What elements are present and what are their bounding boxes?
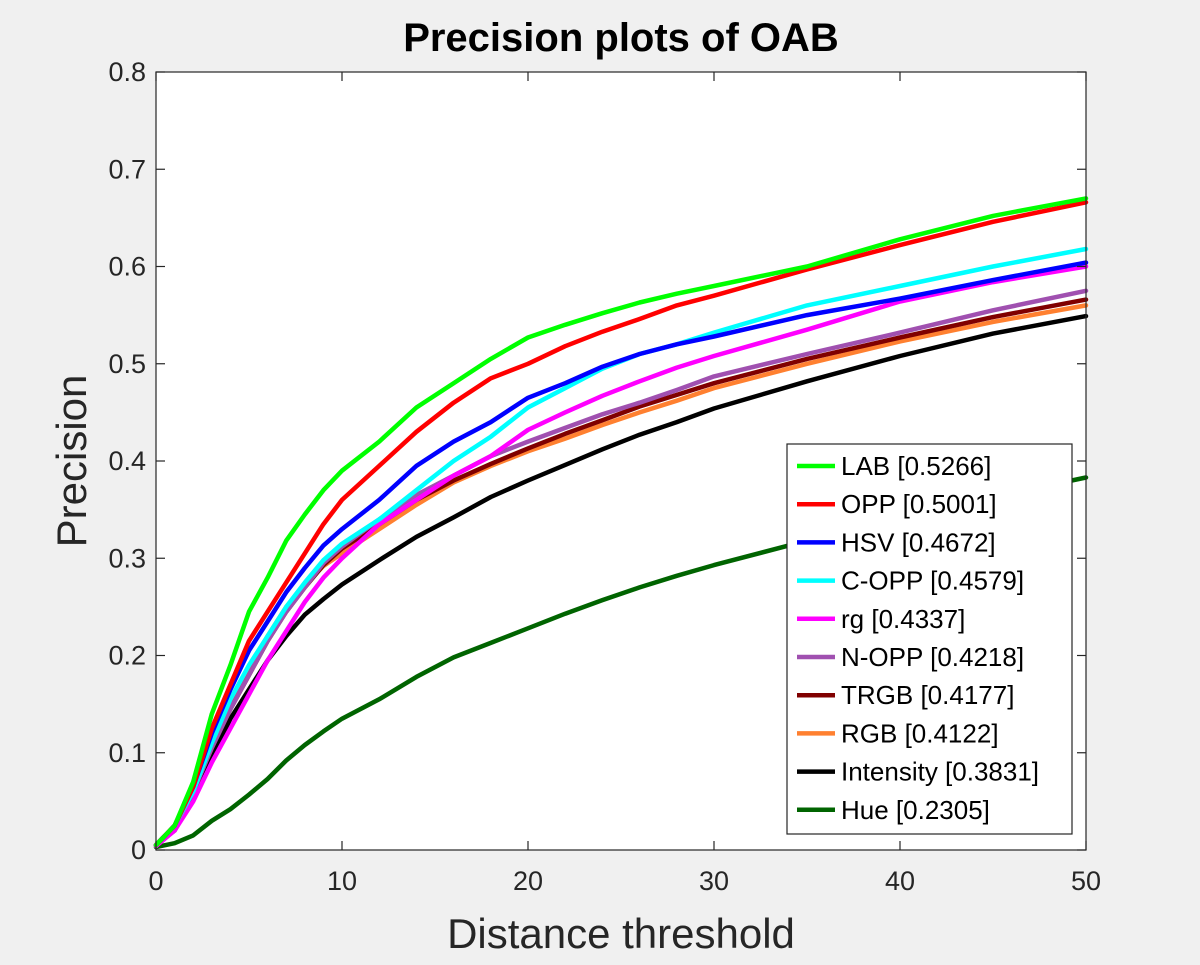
- legend-label: C-OPP [0.4579]: [841, 566, 1024, 596]
- axis-ticks: 0 10 20 30 40 50 0 0.1 0.2 0.3 0.4 0.5 0.6 0.7 0.8: [108, 57, 1101, 896]
- legend-label: TRGB [0.4177]: [841, 680, 1014, 710]
- chart-title: Precision plots of OAB: [403, 16, 839, 60]
- x-axis-title: Distance threshold: [447, 910, 795, 957]
- series-line-1: [153, 200, 1089, 848]
- legend-label: N-OPP [0.4218]: [841, 642, 1024, 672]
- y-tick-label: 0.5: [108, 349, 146, 379]
- x-tick-label: 40: [885, 866, 915, 896]
- series-lines: [153, 196, 1089, 850]
- legend-label: LAB [0.5266]: [841, 451, 991, 481]
- legend-label: rg [0.4337]: [841, 604, 965, 634]
- x-tick-label: 0: [148, 866, 163, 896]
- y-tick-label: 0.7: [108, 154, 146, 184]
- series-line-9: [153, 475, 1089, 850]
- y-tick-label: 0.4: [108, 446, 146, 476]
- y-axis-title: Precision: [48, 375, 95, 548]
- series-line-5: [153, 288, 1089, 848]
- x-tick-label: 50: [1071, 866, 1101, 896]
- x-tick-label: 30: [699, 866, 729, 896]
- legend-label: HSV [0.4672]: [841, 527, 996, 557]
- y-tick-label: 0: [131, 835, 146, 865]
- y-tick-label: 0.3: [108, 543, 146, 573]
- series-line-4: [153, 264, 1089, 849]
- series-line-8: [153, 313, 1089, 848]
- series-line-0: [153, 196, 1089, 848]
- legend-label: Hue [0.2305]: [841, 795, 990, 825]
- legend-label: OPP [0.5001]: [841, 489, 997, 519]
- legend: LAB [0.5266] OPP [0.5001] HSV [0.4672] C-OP…: [786, 443, 1073, 835]
- legend-label: Intensity [0.3831]: [841, 757, 1039, 787]
- x-tick-label: 20: [513, 866, 543, 896]
- y-tick-label: 0.6: [108, 252, 146, 282]
- y-tick-label: 0.1: [108, 738, 146, 768]
- series-line-3: [153, 246, 1089, 848]
- x-tick-label: 10: [327, 866, 357, 896]
- legend-box: [786, 443, 1073, 835]
- y-tick-label: 0.8: [108, 57, 146, 87]
- legend-label: RGB [0.4122]: [841, 718, 999, 748]
- y-tick-label: 0.2: [108, 641, 146, 671]
